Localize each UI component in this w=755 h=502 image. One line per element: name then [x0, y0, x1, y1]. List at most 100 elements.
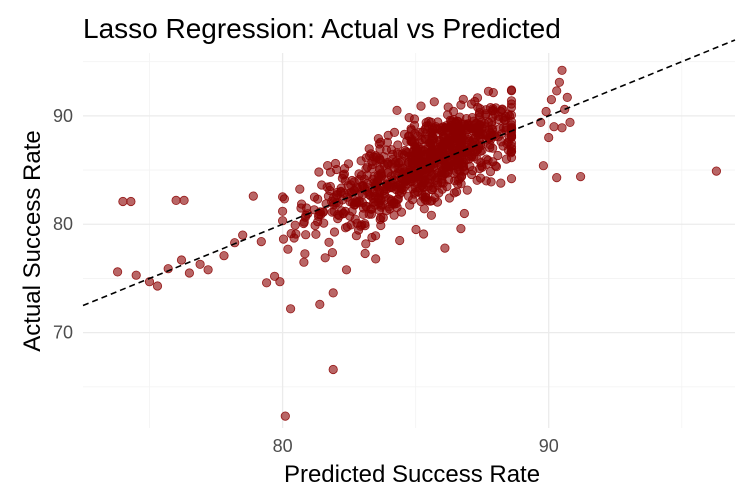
data-point: [485, 167, 496, 177]
data-point: [461, 114, 472, 124]
data-point: [403, 191, 414, 201]
data-point: [485, 103, 496, 113]
data-point: [549, 122, 559, 132]
data-point: [324, 237, 334, 247]
x-tick-label: 90: [539, 436, 559, 456]
data-point: [472, 93, 483, 103]
data-point: [315, 299, 325, 309]
data-point: [405, 200, 415, 210]
data-point: [546, 95, 557, 105]
data-point: [429, 97, 439, 107]
data-point: [275, 277, 285, 287]
data-point: [356, 171, 367, 181]
data-point: [118, 196, 128, 207]
data-point: [393, 140, 403, 150]
data-point: [498, 123, 509, 133]
data-point: [552, 86, 562, 96]
data-point: [328, 364, 338, 375]
data-point: [426, 136, 436, 146]
data-point: [261, 278, 272, 288]
data-point: [301, 203, 312, 213]
data-point: [341, 265, 352, 275]
data-point: [126, 196, 136, 207]
data-point: [171, 195, 181, 205]
data-point: [413, 142, 423, 152]
data-point: [416, 101, 426, 111]
data-point: [329, 227, 340, 237]
data-point: [328, 288, 338, 298]
data-point: [176, 255, 187, 265]
data-point: [376, 195, 386, 205]
data-point: [373, 186, 383, 196]
data-point: [279, 194, 289, 204]
data-point: [541, 106, 551, 117]
data-point: [443, 168, 453, 178]
data-point: [310, 220, 320, 231]
data-point: [432, 197, 443, 207]
data-point: [506, 96, 517, 106]
data-point: [440, 243, 450, 253]
data-point: [360, 248, 370, 259]
data-point: [361, 153, 371, 163]
data-point: [450, 132, 460, 142]
data-point: [557, 65, 567, 75]
data-point: [152, 281, 163, 291]
data-point: [446, 148, 456, 158]
data-point: [493, 150, 503, 161]
data-point: [501, 154, 511, 164]
data-point: [420, 124, 430, 134]
data-point: [496, 178, 506, 188]
y-axis-label: Actual Success Rate: [19, 130, 46, 351]
data-point: [466, 152, 477, 162]
data-point: [392, 194, 402, 204]
data-point: [456, 224, 466, 234]
data-point: [278, 234, 289, 244]
data-point: [343, 159, 354, 169]
data-point: [506, 138, 517, 148]
data-point: [311, 229, 321, 239]
data-point: [450, 176, 460, 186]
data-point: [219, 251, 229, 261]
data-point: [483, 155, 493, 165]
data-point: [433, 168, 443, 178]
data-point: [342, 222, 352, 232]
data-point: [351, 231, 361, 241]
data-point: [365, 191, 376, 201]
x-tick-label: 80: [273, 436, 293, 456]
data-point: [711, 166, 722, 176]
data-point: [411, 224, 421, 235]
data-point: [315, 207, 325, 217]
data-point: [392, 105, 402, 116]
data-point: [544, 132, 554, 143]
data-point: [451, 187, 462, 197]
data-point: [459, 208, 469, 219]
data-point: [384, 202, 394, 212]
data-point: [474, 108, 485, 118]
tick-labels: 80 90 70 80 90: [53, 106, 559, 456]
x-axis-label: Predicted Success Rate: [284, 461, 540, 488]
data-point: [375, 214, 385, 225]
data-point: [575, 172, 586, 182]
data-point: [557, 123, 567, 133]
data-point: [426, 185, 437, 195]
data-point: [184, 268, 194, 278]
data-point: [488, 112, 498, 122]
reference-line: [82, 39, 736, 307]
data-point: [295, 184, 305, 194]
data-point: [371, 254, 381, 264]
data-point: [382, 137, 392, 147]
data-point: [327, 248, 337, 258]
data-point: [361, 239, 371, 249]
grid: [83, 53, 735, 428]
data-point: [395, 235, 405, 246]
data-point: [486, 177, 496, 187]
data-point: [352, 218, 362, 228]
y-tick-label: 80: [53, 214, 73, 234]
data-point: [444, 125, 454, 135]
data-point: [394, 186, 404, 196]
data-point: [374, 172, 384, 182]
data-point: [345, 211, 355, 221]
data-point: [396, 207, 407, 217]
data-point: [360, 219, 370, 229]
points-layer: [113, 65, 722, 421]
